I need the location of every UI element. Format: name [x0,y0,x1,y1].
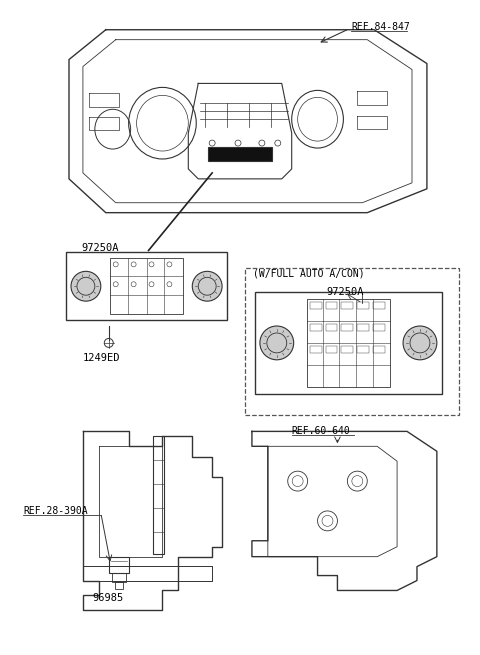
Bar [357,324,369,331]
Bar [112,572,126,582]
Bar [373,346,385,353]
Text: (W/FULL AUTO A/CON): (W/FULL AUTO A/CON) [253,269,364,278]
Bar [115,582,123,590]
Ellipse shape [71,271,101,301]
Text: 96985: 96985 [93,593,124,603]
Bar [307,299,390,386]
Bar [357,346,369,353]
Bar [310,346,322,353]
Bar [341,302,353,309]
Bar [325,346,337,353]
Bar [325,324,337,331]
Bar [341,346,353,353]
Text: 1249ED: 1249ED [83,353,120,363]
Bar [153,436,165,553]
Text: REF.28-390A: REF.28-390A [23,506,88,516]
Text: REF.60-640: REF.60-640 [292,426,350,436]
Text: 97250A: 97250A [81,244,119,253]
Bar [245,269,459,415]
Bar [357,302,369,309]
Text: 97250A: 97250A [326,287,364,297]
Bar [110,259,183,314]
Bar [373,324,385,331]
Bar [255,292,442,394]
Bar [310,302,322,309]
Bar [109,557,129,572]
Bar [208,147,272,161]
Text: REF.84-847: REF.84-847 [351,22,410,31]
Ellipse shape [260,326,294,360]
Ellipse shape [192,271,222,301]
Bar [373,302,385,309]
Bar [310,324,322,331]
Bar [66,252,227,320]
Bar [325,302,337,309]
Bar [341,324,353,331]
Ellipse shape [403,326,437,360]
